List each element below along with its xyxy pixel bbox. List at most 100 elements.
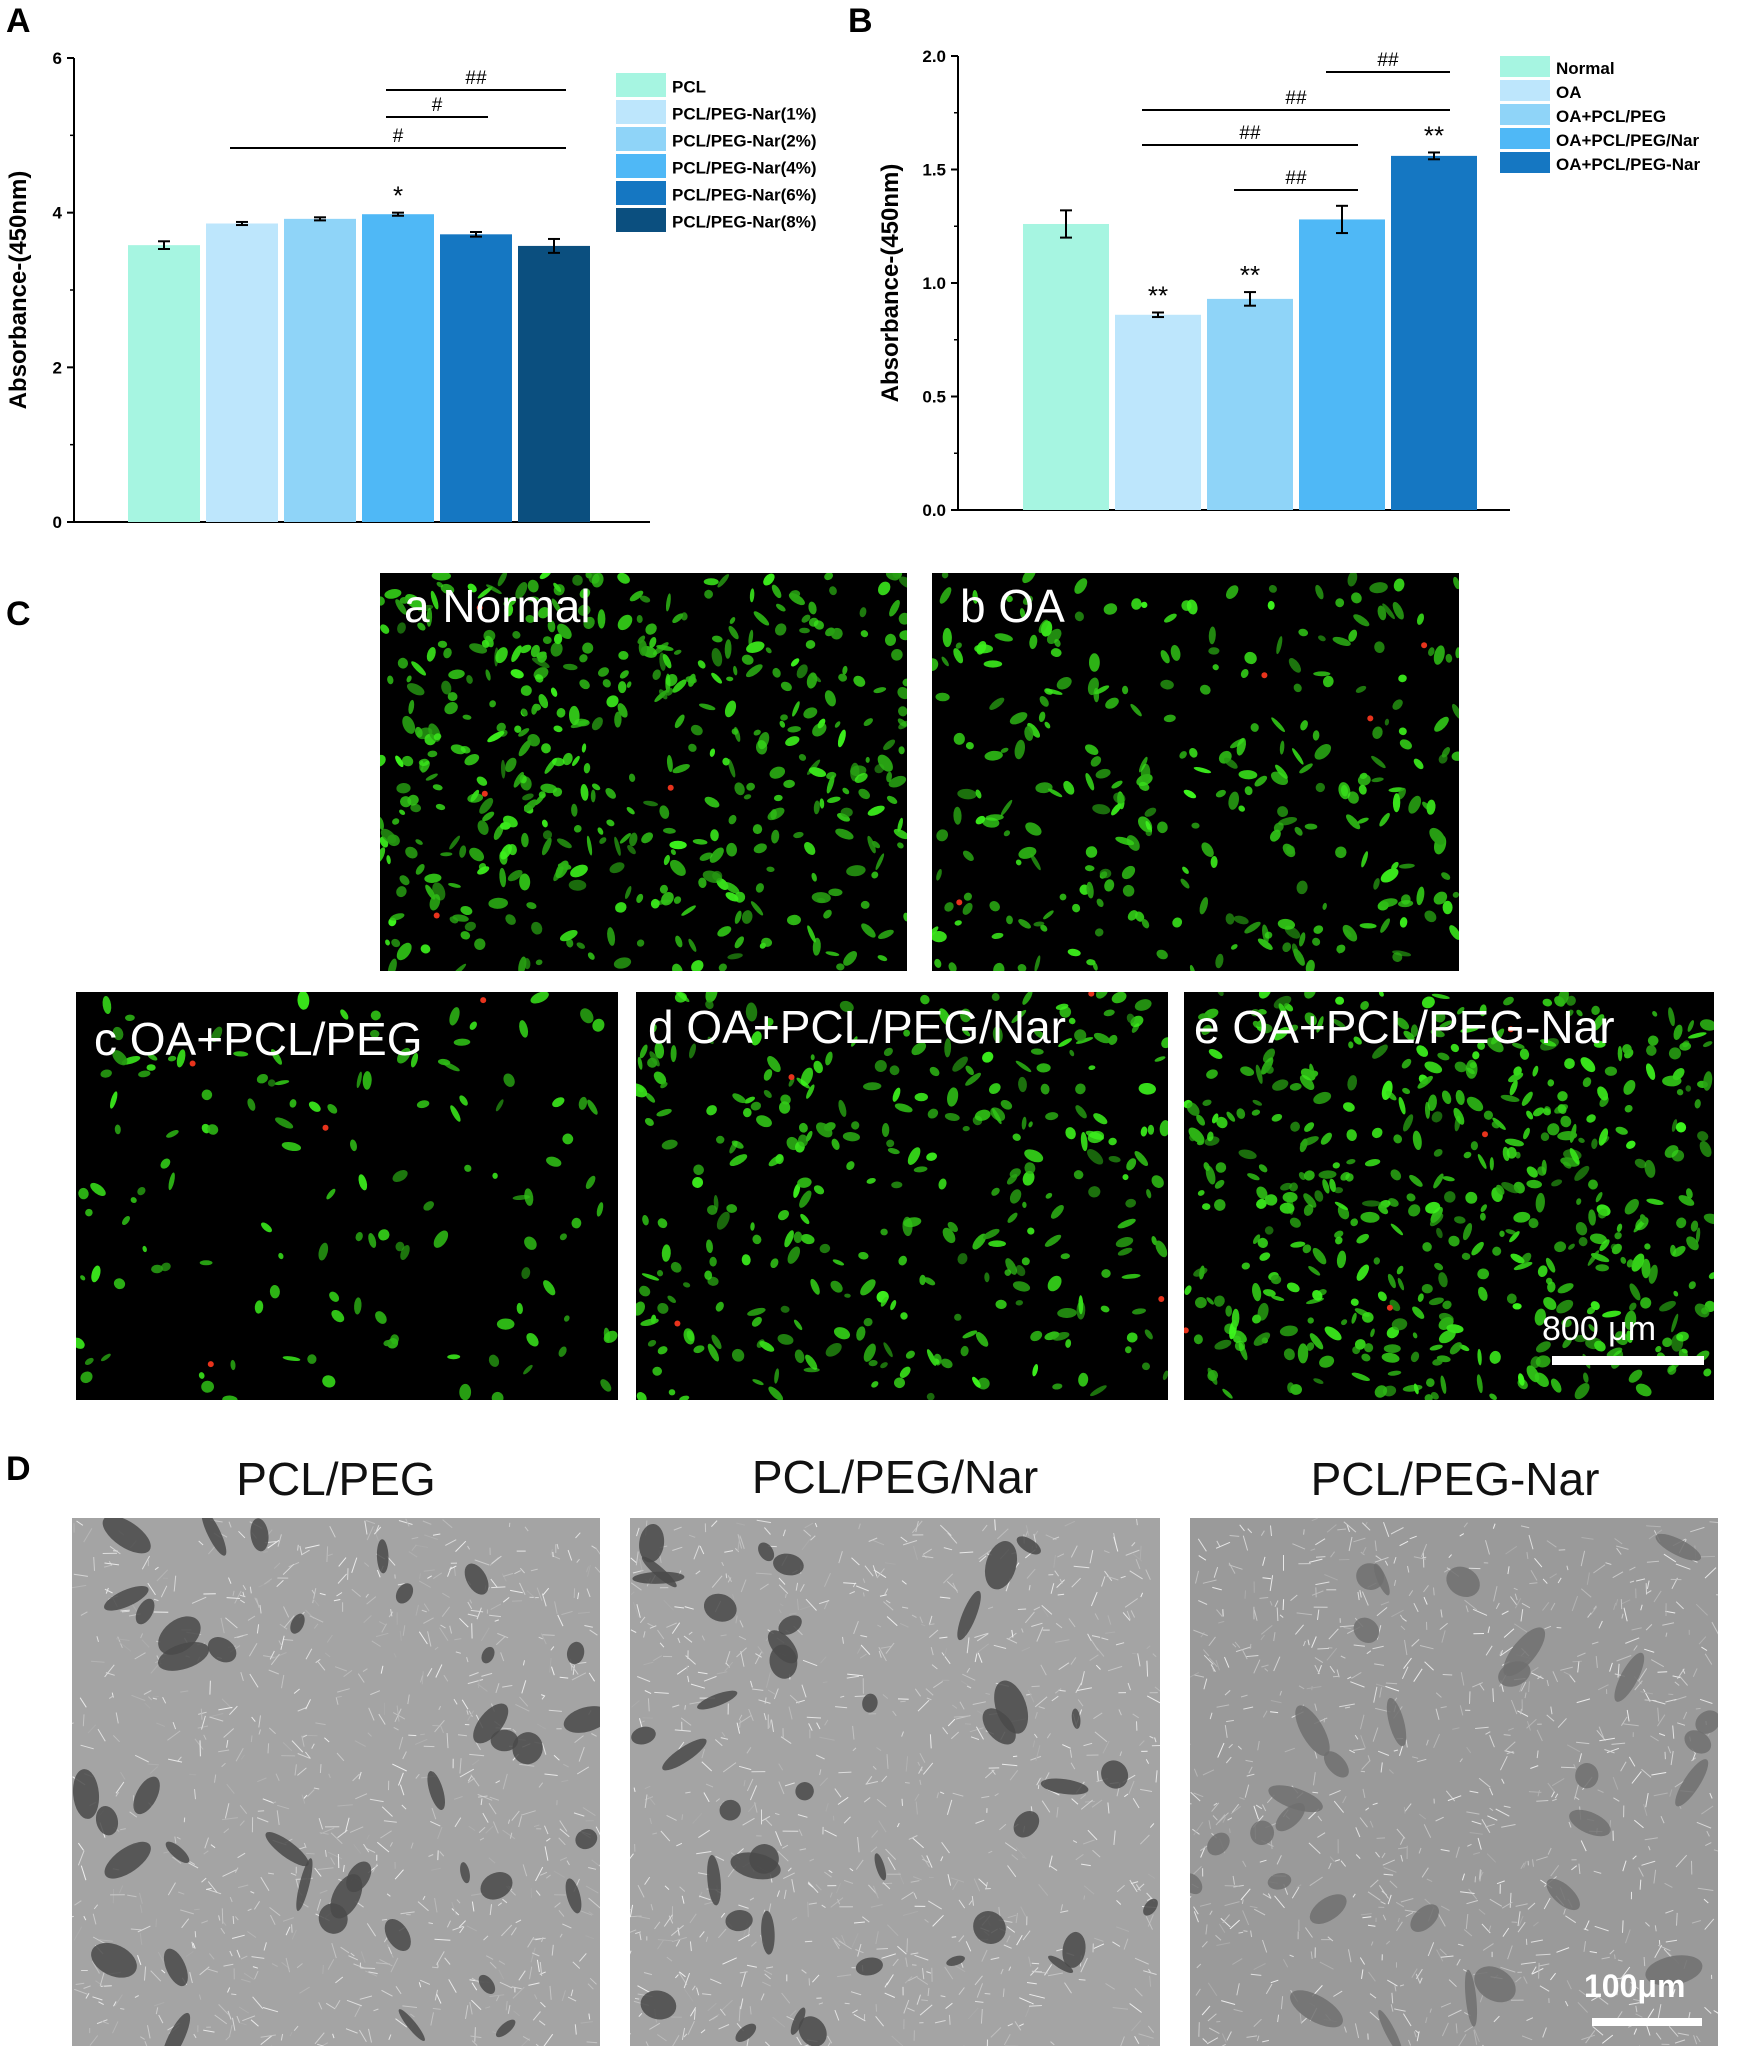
cell (1030, 1330, 1043, 1342)
fiber (575, 1532, 581, 1539)
fiber (489, 1994, 505, 1997)
cell (709, 847, 724, 863)
fiber (1416, 2031, 1420, 2042)
fiber (471, 2040, 478, 2046)
cell (1351, 592, 1362, 604)
fiber (400, 1911, 415, 1915)
cell (1304, 1012, 1317, 1026)
fiber (1510, 1699, 1518, 1715)
cell (1126, 1013, 1135, 1024)
fiber (1241, 1649, 1248, 1660)
fiber (1621, 1599, 1631, 1605)
fiber (692, 1812, 703, 1824)
cell (878, 581, 891, 596)
fiber (885, 1599, 891, 1604)
fiber (388, 1611, 394, 1618)
cell (803, 1367, 820, 1373)
fiber (958, 1987, 965, 1996)
fiber (934, 2020, 946, 2024)
fiber (149, 1766, 159, 1774)
cell (1703, 1213, 1714, 1225)
fiber (1262, 2039, 1270, 2043)
fiber (1221, 2000, 1236, 2005)
cell (1074, 578, 1088, 594)
fiber (846, 1675, 860, 1679)
fiber (434, 1989, 438, 2001)
fiber (1609, 1949, 1615, 1955)
fiber (668, 1915, 674, 1924)
cell (830, 1280, 843, 1293)
cell (783, 779, 795, 789)
fiber (1701, 1646, 1708, 1652)
cell (1207, 1367, 1218, 1385)
fiber (1282, 1959, 1289, 1968)
fiber (819, 1769, 822, 1776)
fiber (262, 1798, 275, 1804)
fiber (188, 1773, 197, 1776)
cell (1289, 1083, 1302, 1091)
fiber (451, 1902, 457, 1916)
fiber (1143, 1970, 1157, 1975)
cell (553, 725, 563, 733)
fiber (557, 1614, 564, 1627)
cell (1201, 1024, 1212, 1035)
cell (752, 1234, 762, 1245)
fiber (1092, 1849, 1101, 1858)
cell (520, 644, 532, 654)
cell (1648, 1264, 1658, 1284)
fiber (1620, 1716, 1628, 1726)
fiber (337, 1695, 342, 1698)
fiber (254, 1970, 259, 1980)
fiber (851, 1933, 859, 1948)
cell (1594, 1340, 1606, 1352)
fiber (306, 1852, 315, 1855)
fiber (530, 1947, 536, 1963)
fiber (1478, 1869, 1481, 1880)
fiber (239, 1804, 248, 1815)
fiber (1089, 1654, 1099, 1662)
fiber (738, 1765, 752, 1771)
cell (1095, 768, 1111, 779)
fiber (1224, 1656, 1230, 1668)
fiber (1193, 1906, 1199, 1915)
fiber (470, 1774, 480, 1787)
cell (1193, 1267, 1208, 1277)
fiber (865, 1781, 879, 1785)
fiber (1030, 1755, 1042, 1761)
fiber (1215, 1814, 1226, 1826)
fiber (1303, 1640, 1306, 1647)
cell (1462, 1223, 1473, 1241)
fiber (1241, 1899, 1244, 1904)
fiber (222, 1869, 237, 1877)
cell (1464, 1969, 1478, 2027)
cell (527, 733, 540, 747)
fiber (298, 1846, 306, 1850)
fiber (1087, 1633, 1092, 1641)
cell (1084, 865, 1095, 872)
fiber (335, 2000, 341, 2008)
fiber (1385, 1685, 1400, 1692)
fiber (535, 1938, 541, 1941)
cell (493, 824, 504, 840)
cell (1141, 601, 1148, 609)
fiber (755, 1653, 762, 1658)
fiber (368, 2028, 372, 2043)
fiber (392, 1763, 407, 1772)
fiber (1277, 2014, 1280, 2023)
fiber (436, 1993, 442, 2004)
fiber (1365, 1807, 1370, 1811)
fiber (1445, 1790, 1456, 1802)
fiber (1543, 1897, 1551, 1910)
fiber (1034, 1712, 1038, 1719)
cell (1117, 1247, 1133, 1256)
cell (432, 784, 443, 791)
fiber (366, 1834, 370, 1840)
fiber (855, 1859, 864, 1870)
fiber (393, 1726, 399, 1731)
fiber (337, 1573, 347, 1584)
fiber (915, 1520, 919, 1533)
fiber (231, 1934, 245, 1939)
cell (380, 816, 384, 830)
cell (1309, 1333, 1324, 1350)
fiber (885, 1642, 895, 1654)
